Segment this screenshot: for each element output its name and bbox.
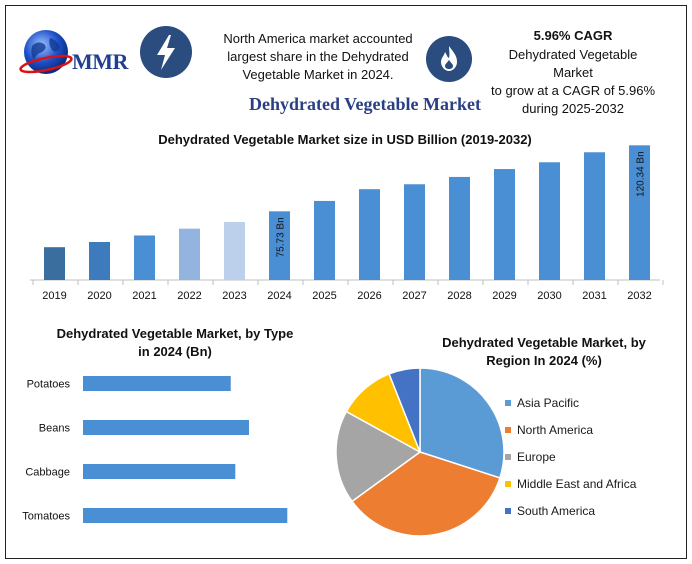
region-pie-chart (335, 367, 505, 537)
info-cagr: Dehydrated Vegetable Market to grow at a… (490, 47, 656, 116)
region-chart-title: Dehydrated Vegetable Market, by Region I… (442, 335, 646, 368)
data-label-2024: 75.73 Bn (276, 217, 287, 257)
type-bar-cabbage (83, 464, 236, 479)
data-label-2032: 120.34 Bn (636, 151, 647, 197)
bar-2022 (179, 228, 200, 280)
x-tick-label: 2030 (537, 290, 561, 302)
legend-swatch (505, 453, 511, 460)
x-tick-label: 2029 (492, 290, 516, 302)
legend-label: Europe (517, 449, 556, 464)
pie-legend: Asia Pacific North America Europe Middle Ea… (505, 389, 636, 524)
type-label-beans: Beans (39, 423, 71, 435)
bar-2031 (584, 152, 605, 280)
bar-2019 (44, 247, 65, 280)
type-label-cabbage: Cabbage (25, 467, 70, 479)
legend-swatch (505, 480, 511, 487)
bar-2021 (134, 235, 155, 280)
type-bar-chart: Potatoes Beans Cabbage Tomatoes (22, 376, 288, 523)
bar-2023 (224, 222, 245, 280)
cagr-title: 5.96% CAGR (533, 28, 613, 43)
pie-slice-europe (335, 410, 422, 503)
info-north-america: North America market accounted largest s… (223, 31, 413, 82)
bar-chart-title: Dehydrated Vegetable Market size in USD … (158, 132, 532, 147)
type-label-potatoes: Potatoes (27, 379, 71, 391)
bar-2027 (404, 184, 425, 280)
type-label-tomatoes: Tomatoes (22, 511, 70, 523)
legend-item-south-america: South America (505, 497, 636, 524)
lightning-bolt-icon (140, 26, 192, 78)
type-bar-beans (83, 420, 249, 435)
globe-icon (18, 24, 74, 80)
type-chart-title: Dehydrated Vegetable Market, by Type in … (56, 326, 294, 359)
pie-slice-asia-pacific (419, 367, 505, 479)
pie-slice-south-america (388, 367, 421, 453)
x-tick-label: 2031 (582, 290, 606, 302)
legend-item-europe: Europe (505, 443, 636, 470)
legend-label: South America (517, 503, 596, 518)
pie-slice-north-america (350, 451, 501, 537)
legend-item-north-america: North America (505, 416, 636, 443)
type-bar-potatoes (83, 376, 231, 391)
x-tick-label: 2027 (402, 290, 426, 302)
legend-label: Middle East and Africa (517, 476, 637, 491)
legend-item-middle-east-and-africa: Middle East and Africa (505, 470, 636, 497)
flame-icon (426, 36, 472, 82)
x-tick-label: 2026 (357, 290, 381, 302)
x-tick-label: 2025 (312, 290, 336, 302)
legend-label: Asia Pacific (517, 395, 580, 410)
x-tick-label: 2020 (87, 290, 111, 302)
bar-2024 (269, 211, 290, 280)
type-bar-tomatoes (83, 508, 288, 523)
legend-item-asia-pacific: Asia Pacific (505, 389, 636, 416)
x-tick-label: 2022 (177, 290, 201, 302)
bar-2030 (539, 162, 560, 280)
x-tick-label: 2028 (447, 290, 471, 302)
x-tick-label: 2024 (267, 290, 291, 302)
bar-2025 (314, 200, 335, 280)
page-title: Dehydrated Vegetable Market (249, 94, 481, 114)
x-tick-label: 2021 (132, 290, 156, 302)
x-tick-label: 2019 (42, 290, 66, 302)
legend-swatch (505, 399, 511, 406)
x-tick-label: 2032 (627, 290, 651, 302)
legend-label: North America (517, 422, 594, 437)
market-size-bar-chart: 2019 2020 2021 2022 2023 2024 75.73 Bn 2025 2026… (30, 145, 664, 302)
bar-2029 (494, 169, 515, 280)
bar-2026 (359, 189, 380, 280)
legend-swatch (505, 507, 511, 514)
bar-2020 (89, 242, 110, 280)
logo-text: MMR (72, 49, 128, 74)
bar-2028 (449, 176, 470, 280)
x-tick-label: 2023 (222, 290, 246, 302)
bar-2032 (629, 145, 650, 280)
legend-swatch (505, 426, 511, 433)
